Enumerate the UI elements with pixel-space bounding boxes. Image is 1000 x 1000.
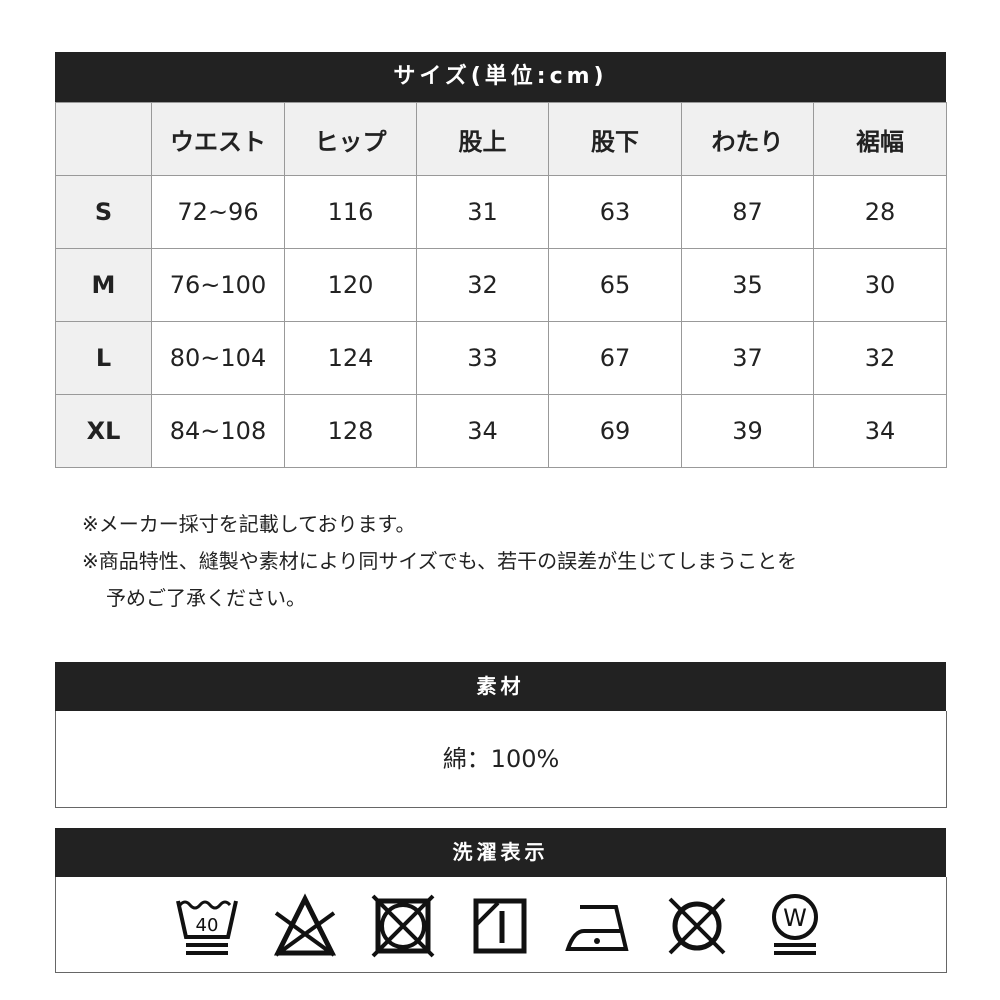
- size-table-title: サイズ(単位:cm): [55, 52, 946, 102]
- table-cell: 32: [416, 248, 549, 322]
- table-row: M 76~100 120 32 65 35 30: [55, 248, 947, 322]
- iron-low-icon: [565, 905, 629, 951]
- column-header: [55, 102, 152, 176]
- size-label: XL: [55, 394, 152, 468]
- size-table: ウエスト ヒップ 股上 股下 わたり 裾幅 S 72~96 116 31 63 87 28 M 76~100…: [55, 102, 947, 468]
- table-row: XL 84~108 128 34 69 39 34: [55, 394, 947, 468]
- column-header: 股上: [416, 102, 549, 176]
- table-cell: 33: [416, 321, 549, 395]
- table-cell: 31: [416, 175, 549, 249]
- table-cell: 37: [681, 321, 814, 395]
- care-box: 40 W: [55, 877, 947, 973]
- table-cell: 120: [284, 248, 417, 322]
- note-1: ※メーカー採寸を記載しております。: [82, 512, 416, 536]
- no-tumble-dry-icon: [371, 894, 435, 958]
- column-header: ヒップ: [284, 102, 417, 176]
- table-cell: 34: [416, 394, 549, 468]
- table-cell: 65: [548, 248, 682, 322]
- column-header: わたり: [681, 102, 814, 176]
- header-row: ウエスト ヒップ 股上 股下 わたり 裾幅: [55, 102, 947, 176]
- table-cell: 116: [284, 175, 417, 249]
- wash-40-gentle-icon: 40: [176, 900, 238, 955]
- material-title: 素材: [55, 662, 946, 711]
- table-cell: 69: [548, 394, 682, 468]
- table-cell: 34: [813, 394, 947, 468]
- svg-text:W: W: [783, 904, 807, 932]
- table-cell: 30: [813, 248, 947, 322]
- note-3: 予めご了承ください。: [106, 586, 306, 610]
- note-2: ※商品特性、縫製や素材により同サイズでも、若干の誤差が生じてしまうことを: [82, 549, 798, 573]
- size-label: L: [55, 321, 152, 395]
- shade-drip-dry-icon: [473, 898, 527, 954]
- size-label: S: [55, 175, 152, 249]
- svg-text:40: 40: [196, 915, 219, 936]
- no-dry-clean-icon: [668, 897, 726, 955]
- column-header: 股下: [548, 102, 682, 176]
- table-cell: 72~96: [151, 175, 285, 249]
- table-cell: 35: [681, 248, 814, 322]
- table-cell: 76~100: [151, 248, 285, 322]
- size-label: M: [55, 248, 152, 322]
- table-cell: 32: [813, 321, 947, 395]
- material-value: 綿：100%: [442, 745, 560, 773]
- table-cell: 128: [284, 394, 417, 468]
- table-row: S 72~96 116 31 63 87 28: [55, 175, 947, 249]
- wet-clean-gentle-icon: W: [772, 894, 818, 955]
- table-cell: 28: [813, 175, 947, 249]
- column-header: 裾幅: [813, 102, 947, 176]
- no-bleach-icon: [273, 893, 337, 957]
- table-cell: 84~108: [151, 394, 285, 468]
- material-box: 綿：100%: [55, 711, 947, 808]
- table-cell: 87: [681, 175, 814, 249]
- table-cell: 80~104: [151, 321, 285, 395]
- table-cell: 63: [548, 175, 682, 249]
- care-title: 洗濯表示: [55, 828, 946, 877]
- table-cell: 124: [284, 321, 417, 395]
- column-header: ウエスト: [151, 102, 285, 176]
- table-cell: 67: [548, 321, 682, 395]
- table-row: L 80~104 124 33 67 37 32: [55, 321, 947, 395]
- table-cell: 39: [681, 394, 814, 468]
